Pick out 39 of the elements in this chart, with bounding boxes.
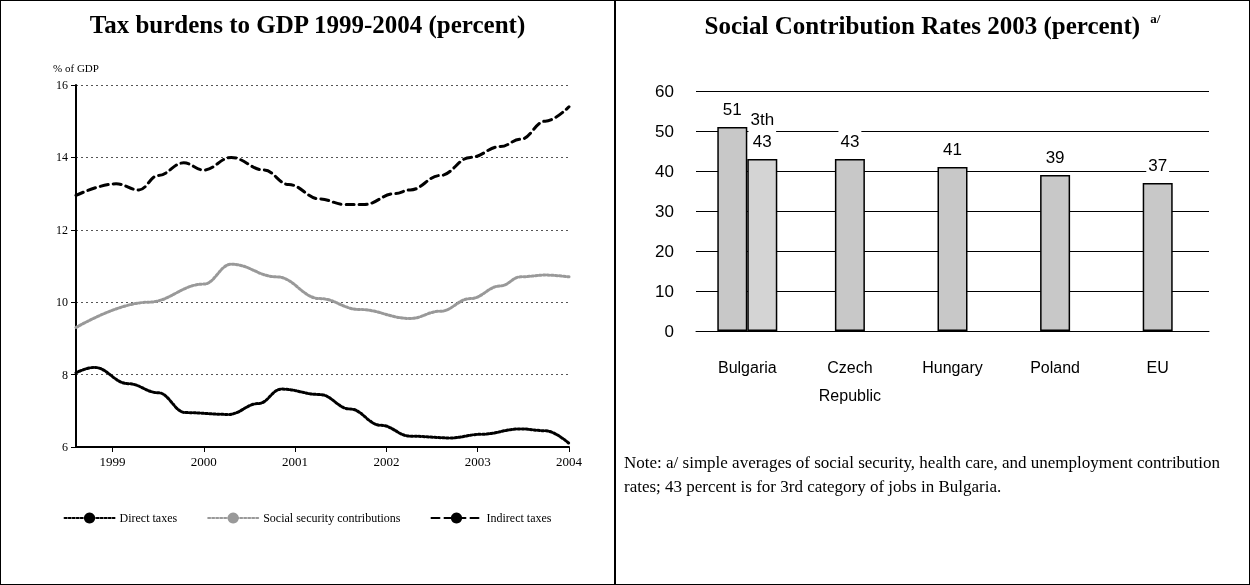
y-tick-label: 0 — [664, 321, 674, 341]
data-label: 37 — [1148, 155, 1168, 175]
annotation: 3th — [750, 109, 775, 129]
text: Note: a/ simple averages of social security, health care, and unemployment contribution rates; 43 percent is for 3rd category of jobs in Bulgaria. — [623, 452, 1222, 498]
y-tick-label: 40 — [655, 161, 674, 181]
data-label: 43 — [752, 131, 772, 151]
legend-label: Indirect taxes — [486, 511, 552, 525]
y-tick-label: 6 — [62, 440, 68, 454]
legend-label: Direct taxes — [119, 511, 178, 525]
chart-title: Tax burdens to GDP 1999-2004 (percent) — [89, 11, 526, 39]
x-tick-label: 2004 — [556, 454, 583, 469]
line-series — [74, 262, 571, 330]
y-tick-label: 30 — [655, 201, 674, 221]
y-tick-label: 20 — [655, 241, 674, 261]
x-tick-label: EU — [1146, 358, 1169, 376]
x-tick-label: Hungary — [922, 358, 983, 376]
data-label: 51 — [722, 99, 742, 119]
y-tick-label: 50 — [655, 121, 674, 141]
x-tick-label: Bulgaria — [717, 358, 777, 376]
y-tick-label: 10 — [56, 295, 68, 310]
y-tick-label: 8 — [62, 367, 68, 382]
x-tick-label: 1999 — [99, 454, 126, 469]
y-tick-label: 12 — [56, 222, 68, 237]
y-tick-label: 14 — [56, 150, 68, 165]
data-label: 43 — [840, 131, 860, 151]
legend-label: Social security contributions — [263, 511, 401, 525]
y-tick-label: 60 — [655, 81, 674, 101]
y-tick-label: 10 — [655, 281, 674, 301]
x-tick-label: Czech Republic — [818, 358, 882, 404]
data-label: 41 — [943, 139, 962, 159]
y-tick-label: 16 — [56, 78, 68, 92]
x-tick-label: Poland — [1030, 358, 1081, 376]
x-tick-label: 2000 — [190, 454, 217, 469]
data-label: 39 — [1045, 147, 1065, 167]
x-tick-label: 2003 — [464, 454, 491, 469]
y-axis-title: % of GDP — [53, 61, 99, 74]
x-tick-label: 2002 — [373, 454, 400, 469]
chart-title: Social Contribution Rates 2003 (percent) a/ — [704, 11, 1161, 40]
x-tick-label: 2001 — [282, 454, 309, 469]
